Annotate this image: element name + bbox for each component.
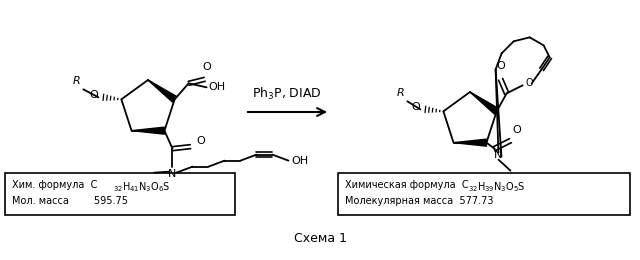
Text: OH: OH — [209, 82, 226, 92]
Text: N: N — [494, 150, 502, 160]
Polygon shape — [148, 80, 177, 102]
Text: $_{32}$H$_{39}$N$_3$O$_5$S: $_{32}$H$_{39}$N$_3$O$_5$S — [468, 180, 525, 194]
Text: Мол. масса        595.75: Мол. масса 595.75 — [12, 196, 128, 206]
Text: R: R — [397, 88, 404, 98]
Text: Хим. формула  C: Хим. формула C — [12, 180, 97, 190]
Polygon shape — [132, 127, 164, 134]
Text: O: O — [90, 90, 99, 100]
Text: O: O — [496, 61, 505, 71]
Text: Схема 1: Схема 1 — [294, 232, 346, 245]
Text: OH: OH — [291, 156, 308, 166]
Text: O: O — [512, 125, 521, 135]
Text: N: N — [168, 169, 177, 179]
Text: O: O — [412, 102, 420, 112]
Text: O: O — [196, 136, 205, 146]
FancyBboxPatch shape — [338, 173, 630, 215]
Text: $_{32}$H$_{41}$N$_3$O$_6$S: $_{32}$H$_{41}$N$_3$O$_6$S — [113, 180, 171, 194]
Polygon shape — [470, 92, 499, 114]
Text: O: O — [202, 62, 211, 72]
Text: Ph$_3$P, DIAD: Ph$_3$P, DIAD — [252, 86, 322, 102]
Text: Химическая формула  C: Химическая формула C — [345, 180, 468, 190]
Polygon shape — [454, 139, 486, 146]
FancyBboxPatch shape — [5, 173, 235, 215]
Text: Молекулярная масса  577.73: Молекулярная масса 577.73 — [345, 196, 493, 206]
Text: O: O — [525, 78, 533, 88]
Text: R: R — [72, 76, 81, 86]
